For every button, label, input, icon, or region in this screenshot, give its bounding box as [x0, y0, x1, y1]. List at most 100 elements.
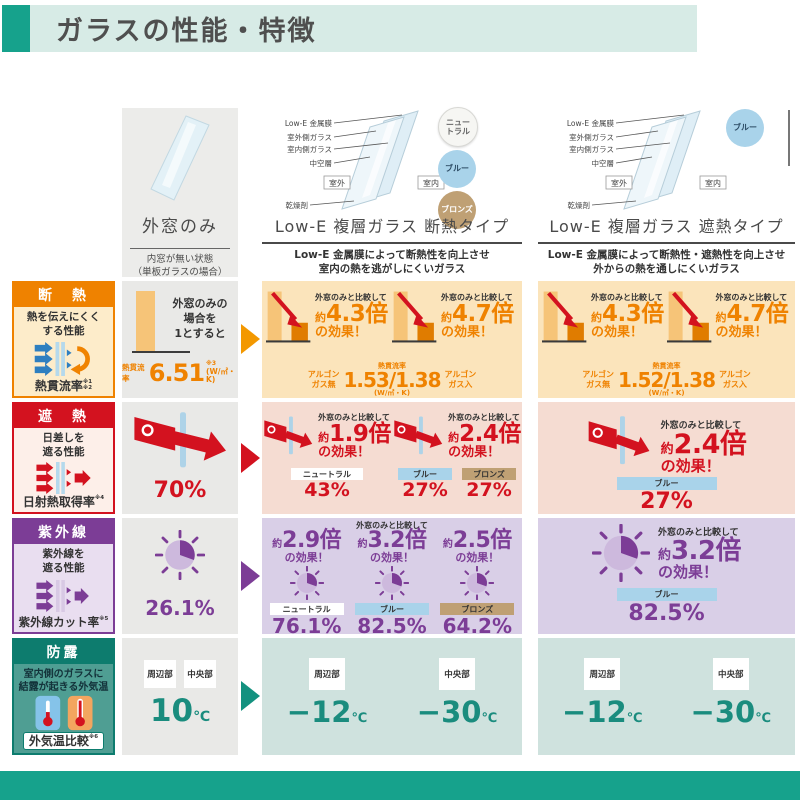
chip-center: 中央部	[712, 658, 749, 690]
glass-variant: ブルー 27%	[616, 476, 717, 514]
row-desc: 熱を伝えにくく する性能	[26, 311, 101, 337]
chip-value: 27%	[640, 488, 693, 514]
arrow-right-icon	[241, 561, 260, 591]
chip-neutral: ニュートラル	[291, 468, 363, 480]
diagram-label-outer-glass: 室外側ガラス	[569, 132, 614, 142]
cell-uv-mid: 約2.9倍 の効果！ ニュートラル 76.1% 外窓のみと比較して	[262, 518, 522, 636]
row-desc: 日差しを 遮る性能	[42, 432, 85, 458]
diagram-label-air-layer: 中空層	[592, 158, 615, 168]
glass-variant: ニュートラル 43%	[291, 468, 363, 500]
chip-periphery: 周辺部	[309, 658, 345, 690]
sun-pie-icon	[591, 524, 650, 582]
effect-group: 外窓のみと比較して 約2.4倍 の効果！ ブルー 27%	[538, 410, 795, 513]
uvalue-unit: (W/㎡・K)	[373, 389, 411, 397]
chip-center: 中央部	[184, 660, 216, 688]
effect-group: 外窓のみと比較して 約4.7倍 の効果！	[392, 285, 518, 361]
uvalue-note: ※3	[206, 360, 217, 368]
chip-neutral: ニュートラル	[269, 603, 344, 616]
effect-text: の効果！	[369, 551, 414, 564]
glass-variant: ブロンズ 27%	[462, 468, 516, 500]
cell-uv-right: 外窓のみと比較して 約3.2倍 の効果！ ブルー 82.5%	[538, 518, 795, 634]
outer-column-title: 外窓のみ	[142, 217, 218, 237]
lowe-glass-diagram: Low-E 金属膜 室外側ガラス 室内側ガラス 中空層 乾燥剤 室外 室内	[567, 110, 727, 210]
divider	[262, 242, 522, 244]
row-metric: 外気温比較※6	[22, 732, 105, 750]
effect-text: の効果！	[284, 551, 329, 564]
effect-text: の効果！	[455, 551, 500, 564]
outer-note: 外窓のみの 場合を 1とすると	[172, 297, 228, 340]
cell-shielding-mid: 外窓のみと比較して 約1.9倍 の効果！ ニュートラル 43%	[262, 402, 522, 514]
legend-bronze: ブロンズ	[438, 191, 476, 229]
effect-groups: 約2.9倍 の効果！ ニュートラル 76.1% 外窓のみと比較して	[264, 520, 520, 636]
cell-insulation-right: 外窓のみと比較して 約4.3倍 の効果！ 外窓のみと比較して 約4.7倍 の効果…	[538, 281, 795, 398]
chip-periphery: 周辺部	[584, 658, 621, 690]
compare-text: 外窓のみと比較して	[591, 293, 663, 302]
row-metric: 熱貫流率※1 ※2	[34, 379, 93, 393]
bar-drop-chart-icon	[542, 291, 587, 343]
legend-blue: ブルー	[438, 150, 476, 188]
effect-group: 外窓のみと比較して 約4.3倍 の効果！	[542, 285, 667, 361]
effect-text: の効果！	[448, 445, 501, 460]
chip-value: 27%	[402, 479, 448, 501]
chip-center: 中央部	[439, 658, 475, 690]
baseline-bar	[136, 291, 155, 351]
effect-text: の効果！	[657, 563, 718, 582]
row-label-condensation: 防露 室内側のガラスに 結露が起きる外気温 外気温比較※6	[12, 638, 115, 755]
row-metric: 日射熱取得率※4	[22, 495, 105, 509]
chip-blue: ブルー	[616, 476, 717, 490]
effect-group: 外窓のみと比較して 約2.4倍 の効果！ ブルー 27% ブロンズ 27%	[392, 408, 522, 500]
chip-blue: ブルー	[398, 468, 452, 480]
effect-groups: 外窓のみと比較して 約4.3倍 の効果！ 外窓のみと比較して 約4.7倍 の効果…	[542, 285, 791, 361]
uvalue-number: 1.52/1.38	[618, 368, 716, 392]
shielding-type-subtitle: Low-E 金属膜によって断熱性・遮熱性を向上させ 外からの熱を通しにくいガラス	[547, 249, 786, 276]
sun-arrow-icon	[588, 416, 649, 465]
argon-with-label: アルゴン ガス入	[719, 370, 751, 389]
effect-text: の効果！	[660, 457, 721, 475]
legend-blue: ブルー	[726, 109, 764, 147]
legend-neutral: ニュー トラル	[438, 107, 478, 147]
insulation-type-subtitle: Low-E 金属膜によって断熱性を向上させ 室内の熱を逃がしにくいガラス	[294, 249, 490, 276]
diagram-label-outer-glass: 室外側ガラス	[287, 132, 332, 142]
effect-text: の効果！	[315, 325, 368, 340]
glass-variant: ブルー 27%	[398, 468, 452, 500]
divider	[130, 248, 230, 249]
compare-text: 外窓のみと比較して	[441, 293, 513, 302]
chip-bronze: ブロンズ	[462, 468, 516, 480]
outer-value: 70%	[153, 478, 207, 503]
row-title-condensation: 防露	[14, 640, 113, 664]
diagram-label-desiccant: 乾燥剤	[568, 200, 591, 210]
diagram-label-inner-glass: 室内側ガラス	[569, 144, 614, 154]
header-shielding-type: Low-E 金属膜 室外側ガラス 室内側ガラス 中空層 乾燥剤 室外 室内 ブル…	[538, 105, 795, 277]
axis-line	[132, 351, 190, 353]
outer-column-subtitle: 内窓が無い状態 （単板ガラスの場合）	[132, 254, 228, 278]
uvalue-outer: 熱貫流率 6.51 ※3 (W/㎡・K)	[122, 359, 238, 387]
lowe-glass-diagram: Low-E 金属膜 室外側ガラス 室内側ガラス 中空層 乾燥剤 室外 室内	[285, 110, 445, 210]
temperature-group: 中央部 −30 ℃	[392, 638, 522, 755]
sun-pie-icon	[374, 566, 409, 601]
diagram-label-inside: 室内	[423, 178, 439, 188]
compare-text: 外窓のみと比較して	[315, 293, 387, 302]
arrow-right-icon	[241, 443, 260, 473]
title-accent-square	[2, 5, 30, 52]
cell-condensation-right: 周辺部 −12 ℃ 中央部 −30 ℃	[538, 638, 795, 755]
uvalue-unit: (W/㎡・K)	[648, 389, 685, 397]
sun-pie-icon	[155, 530, 205, 580]
uvalue-metric: 熱貫流率	[652, 362, 681, 370]
diagram-label-lowe-film: Low-E 金属膜	[285, 118, 333, 128]
chip-blue: ブルー	[354, 603, 429, 616]
thermometer-icons	[35, 695, 92, 731]
effect-group: 約2.9倍 の効果！ ニュートラル 76.1%	[264, 520, 349, 636]
bar-drop-chart-icon	[266, 291, 311, 343]
cell-outer-shielding: 70%	[122, 402, 238, 514]
glass-color-legend: ブルー	[726, 109, 764, 147]
cell-condensation-mid: 周辺部 −12 ℃ 中央部 −30 ℃	[262, 638, 522, 755]
sun-arrow-icon	[264, 416, 313, 455]
cell-outer-insulation: 外窓のみの 場合を 1とすると 熱貫流率 6.51 ※3 (W/㎡・K)	[122, 281, 238, 398]
outer-value: 26.1%	[145, 596, 215, 620]
chip-bronze: ブロンズ	[440, 603, 515, 616]
uvalue-block: アルゴン ガス無 熱貫流率 1.53/1.38 (W/㎡・K) アルゴン ガス入	[262, 363, 522, 397]
cell-outer-condensation: 周辺部 中央部 10 ℃	[122, 638, 238, 755]
diagram-label-air-layer: 中空層	[310, 158, 333, 168]
glass-color-legend: ニュー トラル ブルー ブロンズ	[438, 107, 478, 229]
chip-value: 76.1%	[271, 614, 342, 639]
